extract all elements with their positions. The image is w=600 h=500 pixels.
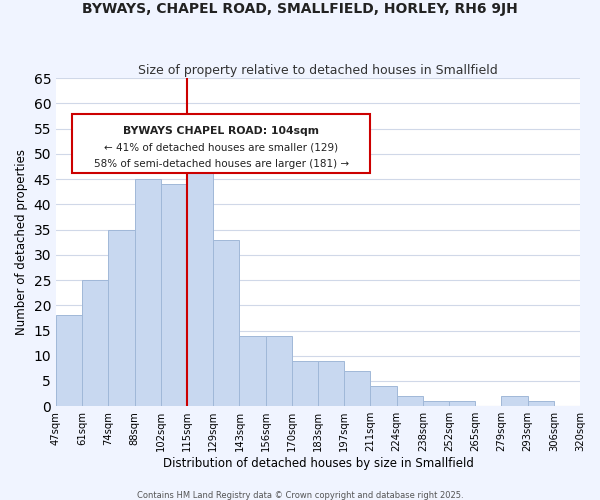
Bar [292, 361, 318, 406]
Bar [187, 149, 213, 406]
Bar [213, 240, 239, 406]
Bar [502, 396, 527, 406]
Bar [370, 386, 397, 406]
FancyBboxPatch shape [72, 114, 370, 174]
Bar [266, 336, 292, 406]
Bar [56, 316, 82, 406]
Bar [82, 280, 109, 406]
Bar [318, 361, 344, 406]
Bar [449, 401, 475, 406]
Text: BYWAYS CHAPEL ROAD: 104sqm: BYWAYS CHAPEL ROAD: 104sqm [123, 126, 319, 136]
Bar [134, 179, 161, 406]
Bar [161, 184, 187, 406]
Text: Contains HM Land Registry data © Crown copyright and database right 2025.: Contains HM Land Registry data © Crown c… [137, 490, 463, 500]
Bar [397, 396, 423, 406]
Text: BYWAYS, CHAPEL ROAD, SMALLFIELD, HORLEY, RH6 9JH: BYWAYS, CHAPEL ROAD, SMALLFIELD, HORLEY,… [82, 2, 518, 16]
X-axis label: Distribution of detached houses by size in Smallfield: Distribution of detached houses by size … [163, 457, 473, 470]
Bar [527, 401, 554, 406]
Title: Size of property relative to detached houses in Smallfield: Size of property relative to detached ho… [138, 64, 498, 77]
Bar [423, 401, 449, 406]
Text: ← 41% of detached houses are smaller (129): ← 41% of detached houses are smaller (12… [104, 142, 338, 152]
Bar [239, 336, 266, 406]
Bar [109, 230, 134, 406]
Y-axis label: Number of detached properties: Number of detached properties [15, 149, 28, 335]
Bar [344, 371, 370, 406]
Text: 58% of semi-detached houses are larger (181) →: 58% of semi-detached houses are larger (… [94, 158, 349, 168]
